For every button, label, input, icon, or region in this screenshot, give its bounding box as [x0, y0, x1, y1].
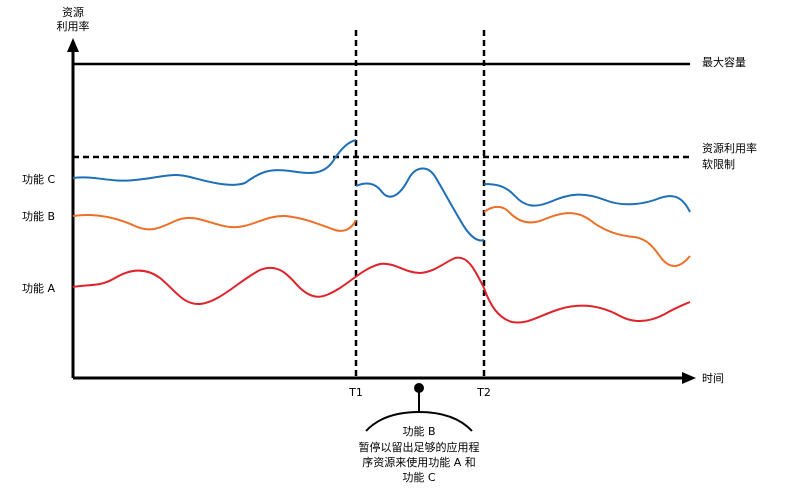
callout-line2: 序资源来使用功能 A 和 — [362, 455, 476, 469]
series-a-line-segment-1 — [72, 256, 485, 306]
callout-line1: 暂停以留出足够的应用程 — [359, 440, 480, 454]
x-axis-label: 时间 — [702, 372, 724, 385]
t2-label: T2 — [476, 386, 491, 399]
series-b-line-segment-1 — [72, 214, 357, 232]
series-b-line-segment-2 — [483, 205, 691, 267]
callout-dot — [414, 383, 424, 393]
t1-label: T1 — [348, 386, 363, 399]
y-axis-label-line1: 资源 — [62, 5, 84, 19]
max-capacity-label: 最大容量 — [702, 55, 746, 69]
y-axis-label-line2: 利用率 — [57, 19, 90, 33]
callout-arc — [365, 410, 473, 432]
callout-line3: 功能 C — [402, 470, 435, 484]
x-axis-arrowhead — [682, 372, 696, 384]
callout-title: 功能 B — [402, 424, 435, 438]
series-a-line-segment-2 — [483, 287, 691, 324]
soft-limit-label-line1: 资源利用率 — [702, 141, 757, 155]
series-c-line-segment-3 — [483, 183, 691, 213]
series-c-line-segment-1 — [72, 139, 357, 186]
series-b-label: 功能 B — [22, 209, 55, 223]
series-c-line-segment-2 — [355, 167, 485, 242]
series-c-label: 功能 C — [22, 172, 55, 186]
soft-limit-label-line2: 软限制 — [702, 157, 735, 171]
y-axis-arrowhead — [67, 38, 79, 52]
series-a-label: 功能 A — [22, 281, 55, 295]
